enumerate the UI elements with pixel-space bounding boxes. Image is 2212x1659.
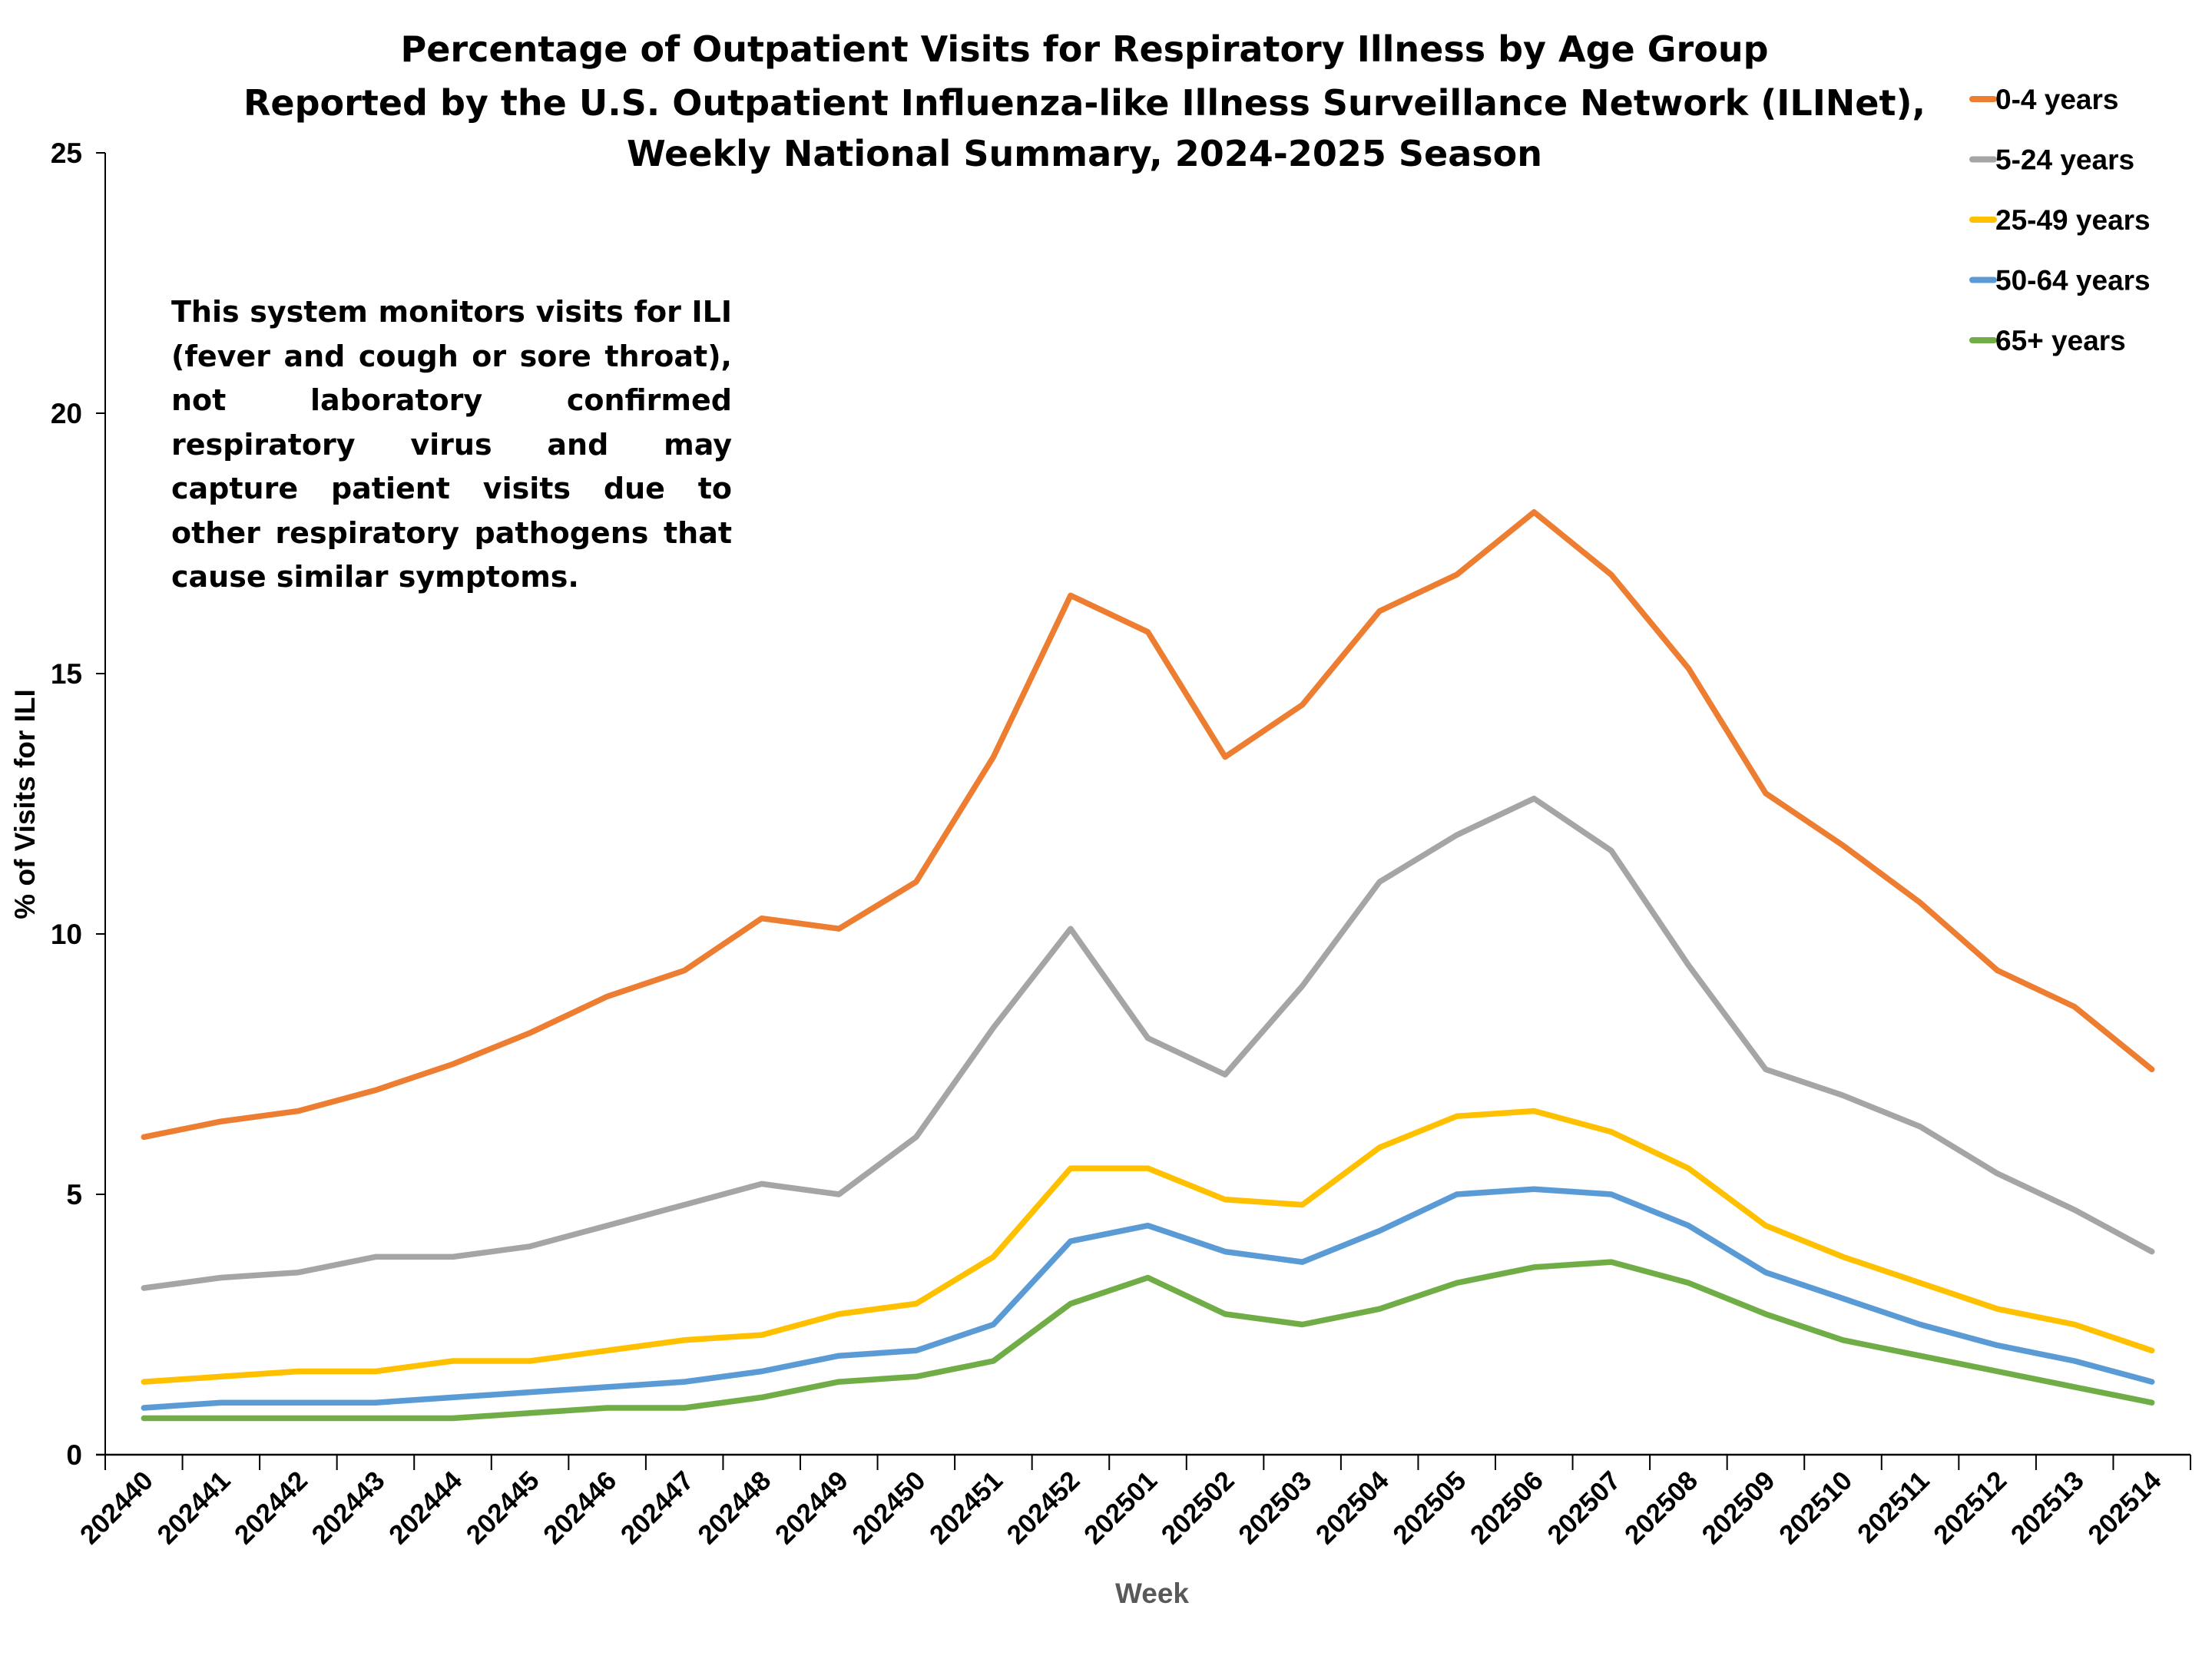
series-line-5-24-years — [141, 795, 2155, 1291]
chart-title: Percentage of Outpatient Visits for Resp… — [243, 28, 1926, 174]
series-line-65-years — [141, 1259, 2155, 1422]
x-tick-label: 202507 — [1541, 1465, 1626, 1550]
x-tick-label: 202504 — [1310, 1465, 1396, 1551]
title-line-1: Percentage of Outpatient Visits for Resp… — [401, 28, 1769, 70]
series-lines — [141, 509, 2155, 1422]
x-tick-label: 202510 — [1773, 1465, 1858, 1550]
x-tick-label: 202446 — [538, 1465, 622, 1550]
x-tick-label: 202506 — [1465, 1465, 1549, 1550]
y-tick-label: 20 — [51, 398, 82, 429]
x-tick-label: 202502 — [1156, 1465, 1240, 1550]
y-tick-label: 10 — [51, 919, 82, 950]
y-axis-title: % of Visits for ILI — [9, 689, 41, 919]
legend-label: 25-49 years — [1995, 204, 2151, 236]
title-line-2: Reported by the U.S. Outpatient Influenz… — [243, 82, 1926, 124]
x-tick-label: 202442 — [229, 1465, 313, 1550]
x-tick-label: 202450 — [846, 1465, 931, 1550]
x-tick-label: 202513 — [2005, 1465, 2090, 1550]
legend: 0-4 years 5-24 years 25-49 years 50-64 year… — [1969, 84, 2151, 356]
x-tick-label: 202451 — [924, 1465, 1008, 1550]
legend-label: 5-24 years — [1995, 144, 2134, 176]
x-tick-label: 202440 — [75, 1465, 159, 1550]
x-tick-label: 202505 — [1387, 1465, 1472, 1550]
x-tick-label: 202447 — [615, 1465, 700, 1550]
legend-label: 0-4 years — [1995, 84, 2118, 115]
x-tick-label: 202441 — [151, 1465, 236, 1550]
x-tick-label: 202445 — [461, 1465, 545, 1550]
x-tick-label: 202448 — [692, 1465, 777, 1550]
x-tick-label: 202512 — [1928, 1465, 2012, 1550]
title-line-3: Weekly National Summary, 2024-2025 Seaso… — [627, 133, 1542, 174]
x-tick-label: 202511 — [1852, 1465, 1936, 1549]
series-line-0-4-years — [141, 509, 2155, 1141]
x-tick-label: 202509 — [1696, 1465, 1780, 1550]
legend-label: 65+ years — [1995, 325, 2126, 356]
series-line-25-49-years — [141, 1108, 2155, 1385]
y-tick-label: 25 — [51, 137, 82, 169]
x-tick-label: 202508 — [1619, 1465, 1704, 1550]
y-tick-label: 0 — [66, 1439, 82, 1471]
x-axis-title: Week — [1115, 1578, 1189, 1609]
x-tick-label: 202501 — [1078, 1465, 1163, 1550]
y-tick-label: 15 — [51, 658, 82, 690]
annotation-text: This system monitors visits for ILI (fev… — [171, 295, 732, 594]
x-tick-label: 202449 — [770, 1465, 854, 1550]
x-tick-label: 202444 — [383, 1465, 469, 1551]
x-tick-label: 202514 — [2082, 1465, 2167, 1551]
x-tick-label: 202452 — [1001, 1465, 1085, 1550]
legend-label: 50-64 years — [1995, 265, 2151, 296]
y-tick-label: 5 — [66, 1179, 82, 1210]
x-tick-label: 202443 — [306, 1465, 390, 1550]
series-line-50-64-years — [141, 1186, 2155, 1411]
x-tick-label: 202503 — [1233, 1465, 1317, 1550]
